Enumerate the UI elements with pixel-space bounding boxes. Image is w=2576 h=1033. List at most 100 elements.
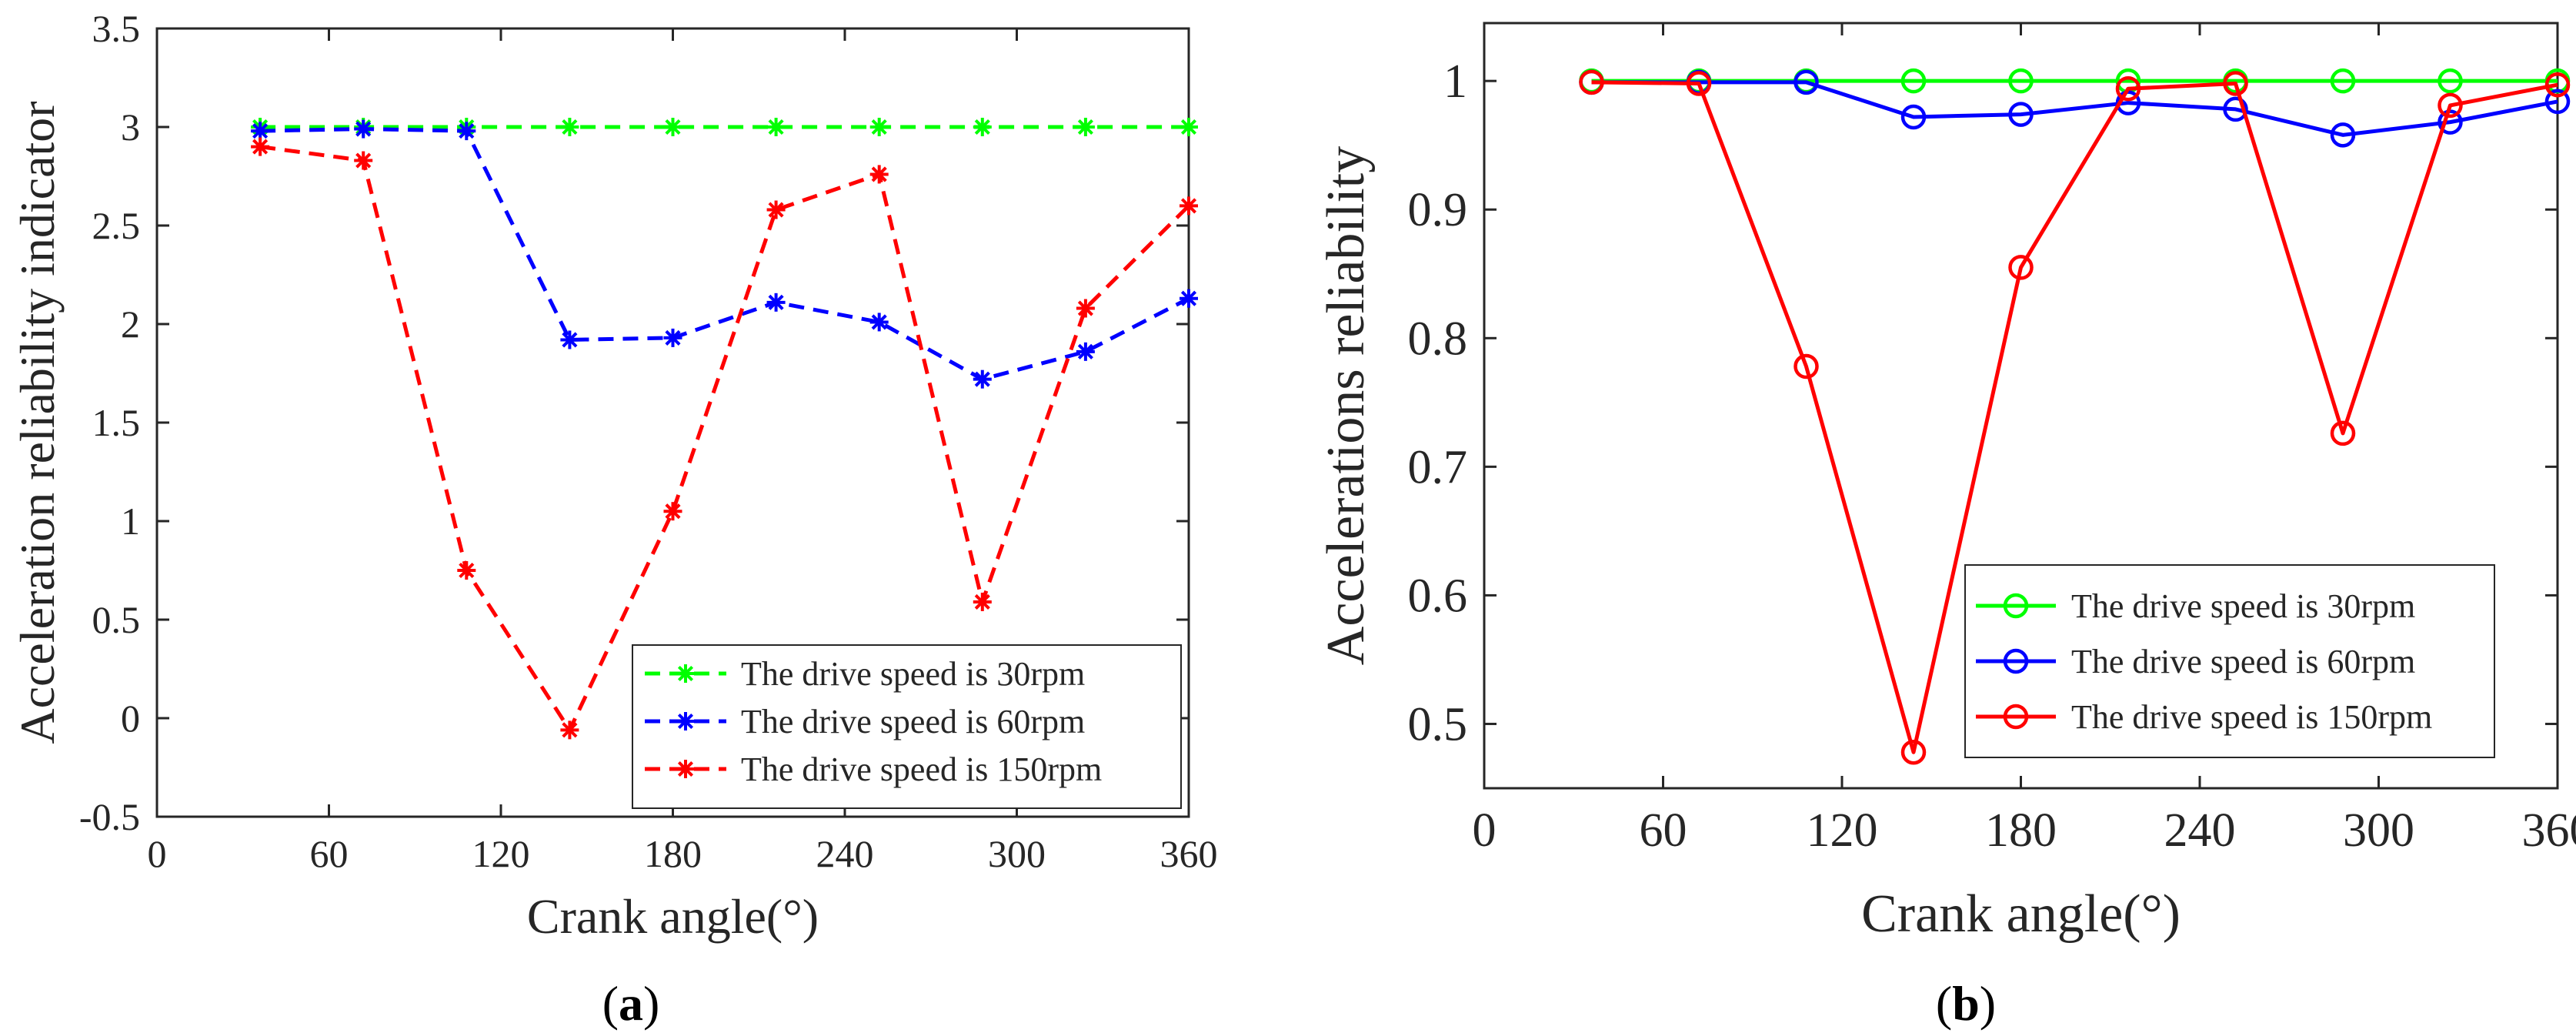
legend-item: The drive speed is 60rpm	[1976, 643, 2415, 680]
legend-label: The drive speed is 30rpm	[2071, 587, 2415, 625]
x-tick-label: 60	[1640, 804, 1687, 857]
legend-marker	[2003, 704, 2029, 730]
legend-marker	[2003, 593, 2029, 619]
data-point	[354, 151, 373, 170]
data-point	[663, 328, 682, 347]
y-tick-label: 3.5	[92, 7, 141, 50]
y-axis-label: Accelerations reliability	[1316, 146, 1376, 665]
data-point	[766, 118, 786, 136]
y-tick-label: -0.5	[79, 795, 140, 838]
data-point	[1686, 71, 1712, 96]
data-point	[973, 118, 992, 136]
x-tick-label: 180	[1985, 804, 2057, 857]
y-tick-label: 0	[121, 697, 140, 740]
legend-marker	[676, 712, 695, 730]
x-tick-label: 300	[988, 832, 1046, 875]
caption-open-paren: (	[602, 976, 619, 1031]
series-1	[251, 118, 1198, 136]
y-tick-label: 0.8	[1408, 313, 1468, 365]
data-point	[663, 502, 682, 521]
series-line	[1591, 80, 2558, 137]
data-point	[869, 165, 889, 184]
legend-item: The drive speed is 30rpm	[1976, 587, 2415, 625]
legend-label: The drive speed is 60rpm	[741, 703, 1085, 740]
x-tick-label: 240	[816, 832, 874, 875]
data-point	[1076, 299, 1095, 318]
data-point	[457, 561, 476, 580]
data-point	[766, 200, 786, 219]
panel-caption: (a)	[602, 976, 660, 1031]
data-point	[2115, 75, 2141, 102]
data-point	[1076, 118, 1095, 136]
data-point	[457, 122, 476, 141]
caption-letter: a	[619, 976, 643, 1031]
legend-marker	[676, 760, 695, 778]
caption-close-paren: )	[643, 976, 659, 1031]
data-point	[1180, 196, 1198, 216]
x-tick-label: 180	[644, 832, 702, 875]
y-tick-label: 3	[121, 105, 140, 149]
y-tick-label: 1	[1443, 55, 1467, 108]
data-point	[1180, 289, 1198, 308]
data-point	[2330, 122, 2356, 148]
y-tick-label: 0.9	[1408, 184, 1468, 236]
data-point	[2544, 72, 2571, 98]
data-point	[1180, 118, 1198, 136]
caption-close-paren: )	[1980, 976, 1996, 1031]
legend-marker	[2003, 648, 2029, 674]
data-point	[869, 118, 889, 136]
data-point	[2330, 68, 2356, 94]
data-point	[2438, 68, 2463, 94]
data-point	[766, 293, 786, 312]
series-line	[260, 127, 1190, 382]
data-point	[2008, 255, 2034, 280]
data-point	[251, 122, 270, 141]
legend-item: The drive speed is 150rpm	[645, 751, 1102, 788]
data-point	[251, 137, 270, 156]
panel-caption: (b)	[1936, 976, 1996, 1031]
data-point	[663, 118, 682, 136]
y-tick-label: 0.7	[1408, 441, 1468, 493]
data-point	[560, 330, 579, 349]
caption-open-paren: (	[1936, 976, 1952, 1031]
data-point	[560, 720, 579, 740]
legend: The drive speed is 30rpm The drive speed …	[632, 644, 1182, 809]
data-point	[2008, 68, 2034, 94]
data-point	[2223, 71, 2248, 96]
x-tick-label: 300	[2343, 804, 2414, 857]
y-tick-label: 0.5	[1408, 698, 1468, 751]
y-tick-label: 1.5	[92, 401, 141, 444]
data-point	[869, 313, 889, 332]
y-axis-label: Acceleration reliability indicator	[10, 101, 65, 744]
x-tick-label: 360	[1160, 832, 1218, 875]
x-tick-label: 240	[2164, 804, 2236, 857]
data-point	[560, 118, 579, 136]
data-point	[1900, 739, 1927, 765]
legend-item: The drive speed is 150rpm	[1976, 698, 2432, 736]
x-tick-label: 0	[148, 832, 167, 875]
x-tick-label: 360	[2522, 804, 2576, 857]
series-3	[251, 137, 1198, 740]
x-tick-label: 120	[1807, 804, 1878, 857]
data-point	[2544, 89, 2571, 115]
legend-label: The drive speed is 30rpm	[741, 655, 1085, 693]
data-point	[2008, 102, 2034, 127]
x-axis-label: Crank angle(°)	[527, 889, 819, 944]
y-tick-label: 1	[121, 500, 140, 543]
data-point	[2438, 92, 2463, 119]
caption-letter: b	[1952, 976, 1980, 1031]
series-2	[251, 119, 1198, 389]
y-tick-label: 0.6	[1408, 570, 1468, 622]
data-point	[2330, 420, 2356, 446]
legend-label: The drive speed is 150rpm	[2071, 698, 2432, 736]
legend-marker	[676, 664, 695, 683]
series-line	[259, 145, 1190, 732]
y-tick-label: 0.5	[92, 598, 141, 641]
data-point	[354, 119, 373, 139]
chart-panel-a: 0 60 120 180 240 300 360-0.500.511.522.533.5Cr…	[10, 7, 1218, 1031]
chart-panel-b: 0 60 120 180 240 300 360 0.5 0.6 0.7 0.8 0.9 1 Crank …	[1316, 22, 2576, 1031]
data-point	[1076, 342, 1095, 361]
legend-item: The drive speed is 30rpm	[645, 655, 1085, 693]
legend-label: The drive speed is 60rpm	[2071, 643, 2415, 680]
